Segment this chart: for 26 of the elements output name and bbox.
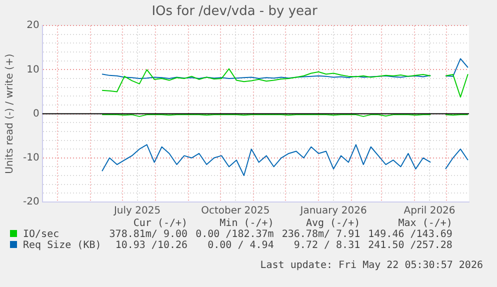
y-tick-label: 0: [32, 108, 40, 120]
text: Max (-/+): [397, 218, 452, 229]
x-tick-label: January 2026: [299, 206, 367, 217]
y-tick-label: -10: [22, 152, 40, 164]
x-tick-label: April 2026: [404, 206, 456, 217]
text: Min (-/+): [218, 218, 274, 229]
y-tick-label: -20: [22, 196, 40, 208]
x-tick-label: October 2025: [201, 206, 270, 217]
text: 0.00 / 4.94: [206, 240, 274, 251]
text: 149.46 /143.69: [367, 229, 452, 240]
text: Cur (-/+): [132, 218, 188, 229]
text: 10.93 /10.26: [114, 240, 188, 251]
text: Last update: Fri May 22 05:30:57 2026: [260, 260, 483, 271]
y-tick-label: 10: [26, 64, 40, 76]
chart-title: IOs for /dev/vda - by year: [152, 4, 318, 20]
y-tick-label: 20: [26, 20, 40, 32]
x-tick-label: July 2025: [112, 206, 161, 217]
legend-label: IO/sec: [23, 229, 60, 240]
legend-label: Req Size (KB): [23, 240, 102, 251]
text: 0.00 /182.37m: [194, 229, 274, 240]
text: 378.81m/ 9.00: [108, 229, 188, 240]
text: 241.50 /257.28: [367, 240, 452, 251]
y-axis-title: Units read (-) / write (+): [4, 54, 16, 174]
text: Avg (-/+): [304, 218, 360, 229]
text: 9.72 / 8.31: [292, 240, 360, 251]
text: 236.78m/ 7.91: [280, 229, 360, 240]
